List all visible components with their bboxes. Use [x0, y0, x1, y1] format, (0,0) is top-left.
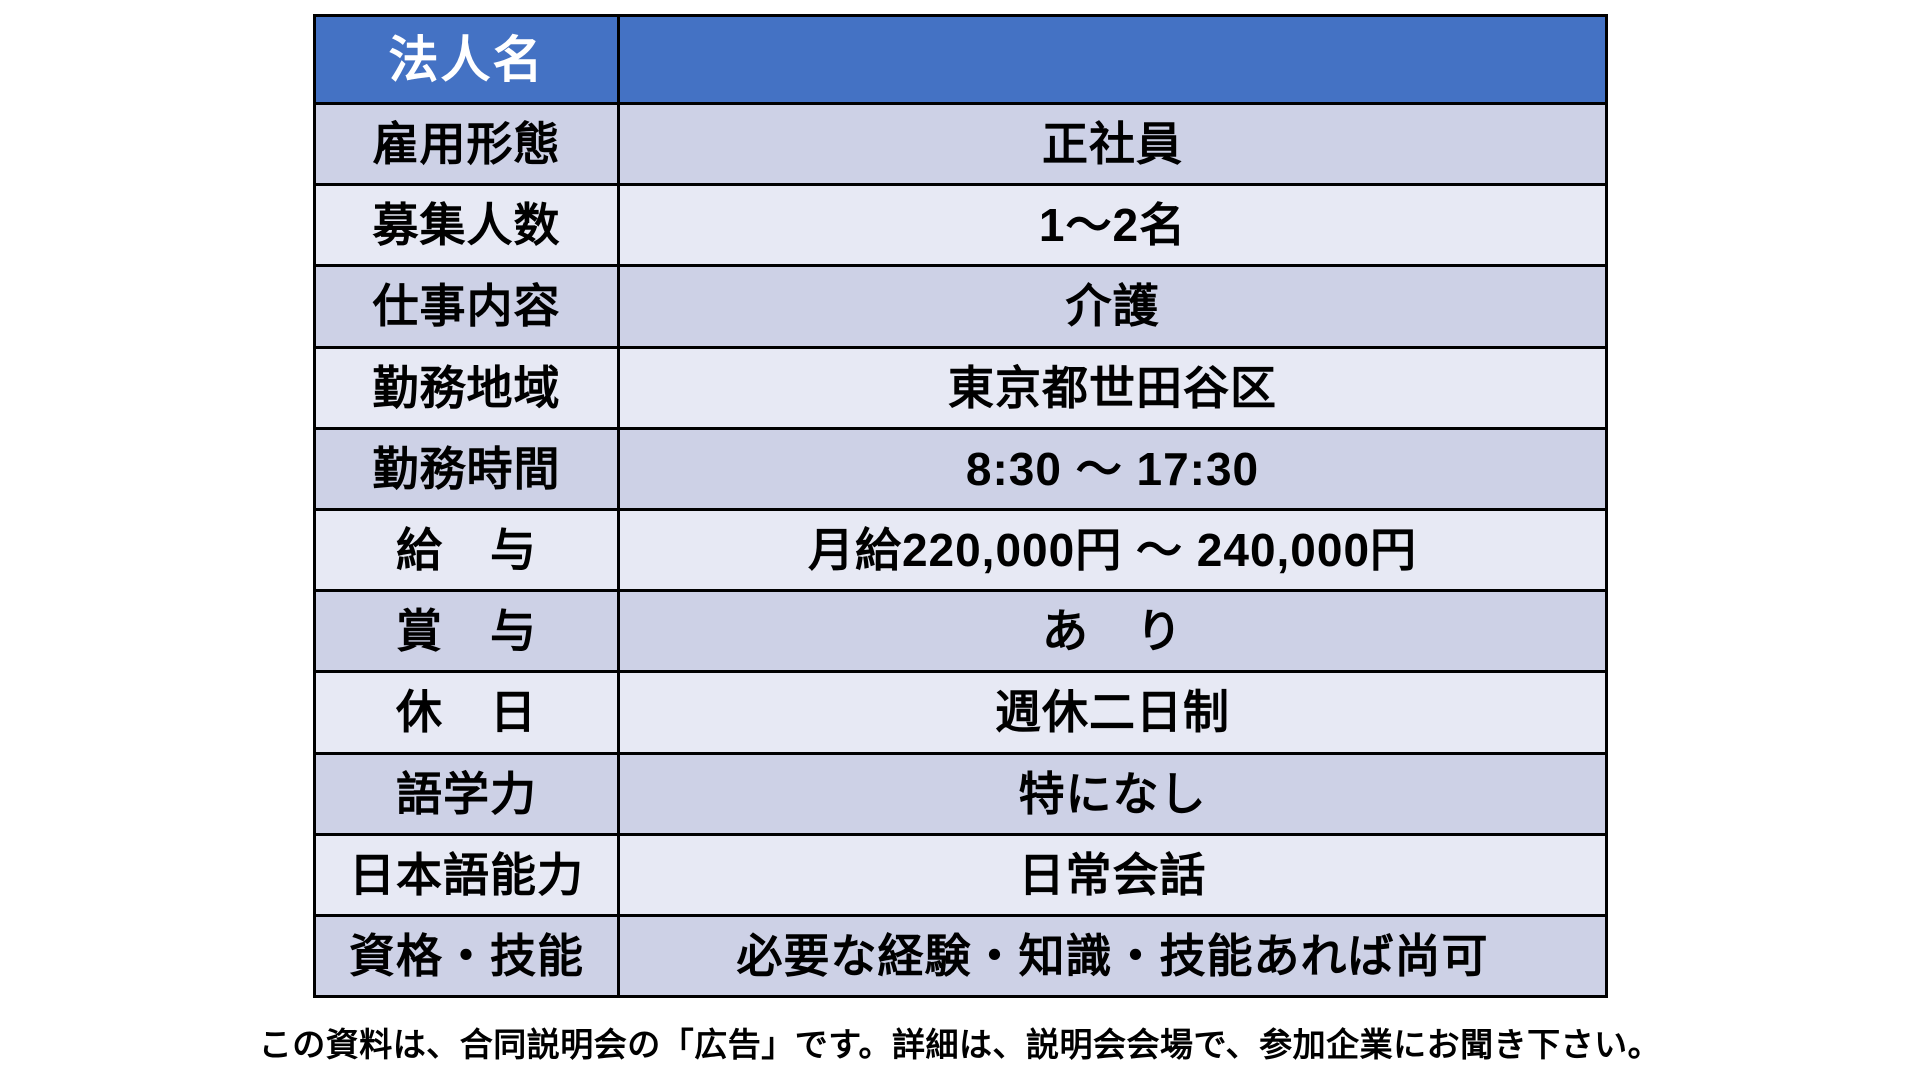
row-value: 特になし — [1018, 767, 1207, 820]
row-label: 賞 与 — [316, 592, 620, 671]
footer-disclaimer-note: この資料は、合同説明会の「広告」です。詳細は、説明会会場で、参加企業にお聞き下さ… — [258, 1026, 1662, 1063]
table-header-row: 法人名 — [316, 17, 1605, 102]
row-value: 東京都世田谷区 — [948, 361, 1277, 414]
row-value: 必要な経験・知識・技能あれば尚可 — [736, 929, 1489, 982]
header-value-empty — [620, 17, 1605, 102]
row-value: 1～2名 — [1038, 199, 1187, 252]
row-label: 勤務時間 — [316, 429, 620, 508]
row-label: 日本語能力 — [316, 835, 620, 914]
row-value: 週休二日制 — [995, 686, 1230, 739]
row-value: 正社員 — [1042, 118, 1183, 171]
row-label: 勤務地域 — [316, 348, 620, 427]
row-label: 語学力 — [316, 754, 620, 833]
table-row: 雇用形態 正社員 — [316, 102, 1605, 184]
table-row: 募集人数 1～2名 — [316, 183, 1605, 265]
row-label: 資格・技能 — [316, 916, 620, 996]
row-value: あ り — [1042, 605, 1183, 658]
row-value: 介護 — [1065, 280, 1160, 333]
table-row: 給 与 月給220,000円 ～ 240,000円 — [316, 507, 1605, 590]
table-row: 日本語能力 日常会話 — [316, 832, 1605, 914]
row-label: 募集人数 — [316, 186, 620, 265]
table-row: 勤務時間 8:30 ～ 17:30 — [316, 426, 1605, 508]
row-label: 休 日 — [316, 673, 620, 752]
job-posting-table: 法人名 雇用形態 正社員募集人数 1～2名仕事内容 介護勤務地域 東京都世田谷区勤務時間… — [313, 14, 1608, 998]
table-row: 仕事内容 介護 — [316, 264, 1605, 346]
row-label: 雇用形態 — [316, 105, 620, 184]
row-value: 日常会話 — [1018, 848, 1207, 901]
row-value: 8:30 ～ 17:30 — [965, 442, 1260, 495]
row-value: 月給220,000円 ～ 240,000円 — [807, 524, 1418, 577]
row-label: 仕事内容 — [316, 267, 620, 346]
table-row: 休 日 週休二日制 — [316, 670, 1605, 752]
table-row: 勤務地域 東京都世田谷区 — [316, 345, 1605, 427]
table-row: 賞 与あ り — [316, 589, 1605, 671]
header-label-corporation-name: 法人名 — [316, 17, 620, 102]
table-row: 語学力 特になし — [316, 751, 1605, 833]
table-row: 資格・技能 必要な経験・知識・技能あれば尚可 — [316, 913, 1605, 996]
row-label: 給 与 — [316, 510, 620, 590]
